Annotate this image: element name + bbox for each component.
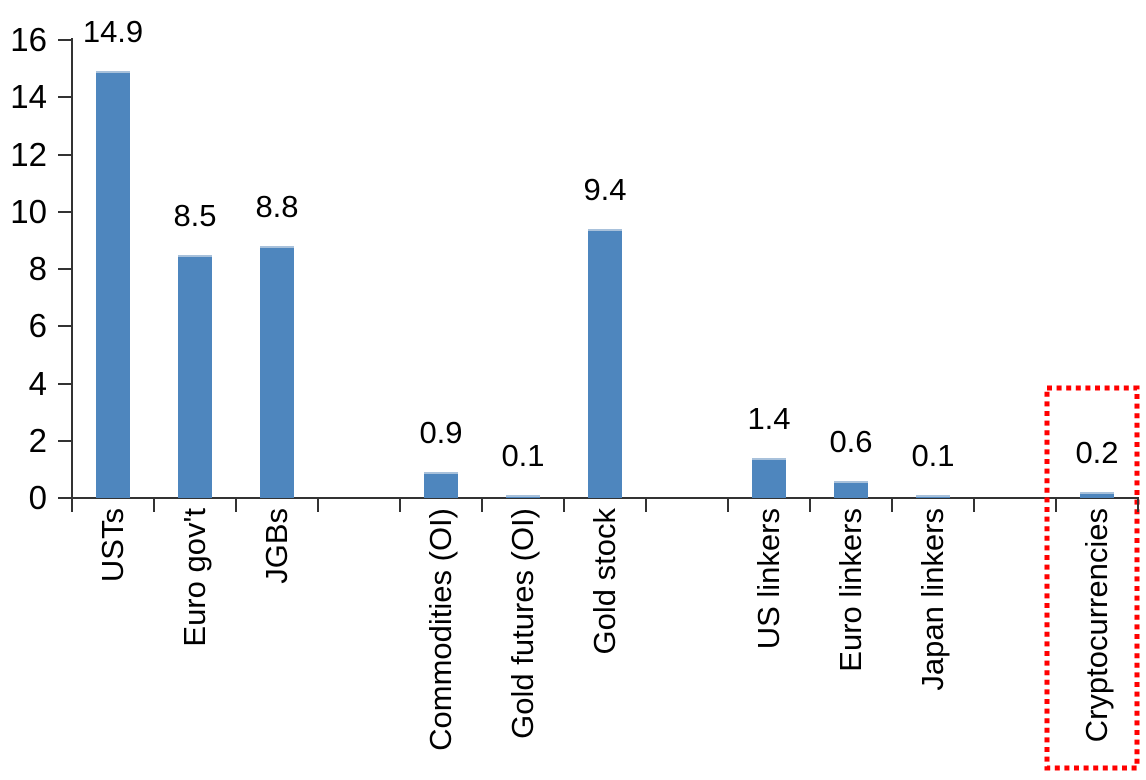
y-axis-tick (58, 383, 72, 385)
y-axis-tick (58, 154, 72, 156)
x-axis-tick (481, 499, 483, 512)
bar-gold-futures-oi (506, 495, 540, 498)
bar-cryptocurrencies (1080, 492, 1114, 498)
data-label-jgbs: 8.8 (255, 189, 299, 224)
y-axis-tick-label: 14 (10, 78, 47, 115)
x-axis-tick (399, 499, 401, 512)
y-axis-tick (58, 268, 72, 270)
y-axis-tick-label: 8 (28, 250, 47, 287)
x-axis-tick (153, 499, 155, 512)
category-label-commodities-oi: Commodities (OI) (423, 508, 458, 751)
data-label-commodities-oi: 0.9 (419, 415, 463, 450)
category-label-usts: USTs (95, 508, 130, 583)
x-axis-tick (973, 499, 975, 512)
bar-euro-gov-t (178, 255, 212, 498)
y-axis-tick-label: 12 (10, 136, 47, 173)
data-label-cryptocurrencies: 0.2 (1075, 435, 1119, 470)
category-label-us-linkers: US linkers (751, 508, 786, 650)
category-label-gold-stock: Gold stock (587, 508, 622, 655)
category-label-cryptocurrencies: Cryptocurrencies (1079, 508, 1114, 743)
y-axis-tick (58, 440, 72, 442)
y-axis-tick (58, 39, 72, 41)
data-label-euro-gov-t: 8.5 (173, 198, 217, 233)
y-axis-tick (58, 211, 72, 213)
x-axis-tick (727, 499, 729, 512)
bar-euro-linkers (834, 481, 868, 498)
bar-japan-linkers (916, 495, 950, 498)
x-axis-tick (1137, 499, 1139, 512)
y-axis-tick-label: 10 (10, 193, 47, 230)
x-axis-tick (71, 499, 73, 512)
x-axis-tick (645, 499, 647, 512)
y-axis-tick-label: 16 (10, 21, 47, 58)
category-label-euro-linkers: Euro linkers (833, 508, 868, 672)
data-label-usts: 14.9 (82, 14, 144, 49)
x-axis-tick (317, 499, 319, 512)
bar-us-linkers (752, 458, 786, 498)
category-label-jgbs: JGBs (259, 508, 294, 584)
y-axis-tick (58, 96, 72, 98)
x-axis-tick (1055, 499, 1057, 512)
y-axis-tick-label: 4 (28, 365, 47, 402)
x-axis-tick (563, 499, 565, 512)
data-label-japan-linkers: 0.1 (911, 438, 955, 473)
y-axis-tick (58, 497, 72, 499)
bar-gold-stock (588, 229, 622, 498)
bar-commodities-oi (424, 472, 458, 498)
x-axis-tick (891, 499, 893, 512)
x-axis-tick (809, 499, 811, 512)
data-label-euro-linkers: 0.6 (829, 424, 873, 459)
y-axis-tick-label: 0 (28, 479, 47, 516)
data-label-gold-stock: 9.4 (583, 172, 627, 207)
y-axis-tick-label: 6 (28, 307, 47, 344)
y-axis-tick (58, 325, 72, 327)
x-axis-line (71, 497, 1139, 499)
y-axis-tick-label: 2 (28, 422, 47, 459)
data-label-us-linkers: 1.4 (747, 401, 791, 436)
category-label-euro-gov-t: Euro gov't (177, 508, 212, 647)
x-axis-tick (235, 499, 237, 512)
y-axis-line (71, 38, 73, 500)
data-label-gold-futures-oi: 0.1 (501, 438, 545, 473)
bar-jgbs (260, 246, 294, 498)
category-label-japan-linkers: Japan linkers (915, 508, 950, 691)
category-label-gold-futures-oi: Gold futures (OI) (505, 508, 540, 739)
bar-usts (96, 71, 130, 498)
